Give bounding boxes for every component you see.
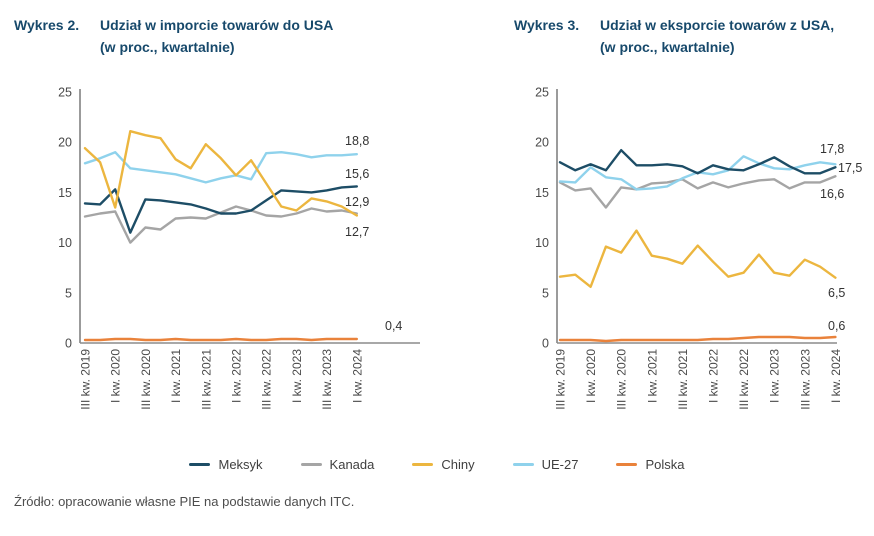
y-tick-label: 10	[535, 236, 549, 250]
series-line-meksyk	[558, 148, 837, 175]
y-tick-label: 25	[58, 86, 72, 100]
series-line-polska	[83, 337, 358, 342]
legend-item-meksyk: Meksyk	[189, 456, 263, 472]
x-tick-label: III kw. 2019	[554, 349, 568, 410]
legend-item-polska: Polska	[616, 456, 685, 472]
chart-import-title-number: Wykres 2.	[14, 17, 80, 33]
x-tick-label: III kw. 2020	[615, 349, 629, 410]
chart-import-title-line1: Udział w imporcie towarów do USA	[100, 17, 334, 33]
chart-export-title-line2: (w proc., kwartalnie)	[600, 39, 735, 55]
end-label-polska: 0,6	[828, 319, 845, 333]
legend-label-ue-27: UE-27	[541, 456, 579, 472]
y-tick-label: 15	[535, 186, 549, 200]
legend-label-chiny: Chiny	[441, 456, 475, 472]
chart-export-title-number: Wykres 3.	[514, 17, 580, 33]
x-tick-label: III kw. 2021	[199, 349, 213, 410]
x-tick-label: III kw. 2022	[737, 349, 751, 410]
end-label-kanada: 12,9	[345, 195, 369, 209]
chart-import-title-line2: (w proc., kwartalnie)	[100, 39, 235, 55]
y-tick-label: 0	[65, 337, 72, 351]
x-tick-label: I kw. 2022	[707, 349, 721, 403]
chart-export-title-line1: Udział w eksporcie towarów z USA,	[600, 17, 835, 33]
chart-export-title: Wykres 3. Udział w eksporcie towarów z U…	[514, 14, 834, 58]
chart-import-usa: 0 5 10 15 20 25 III kw. 2019 I kw. 2020 III kw. …	[58, 86, 420, 410]
y-tick-label: 20	[535, 136, 549, 150]
end-label-ue-27: 18,8	[345, 134, 369, 148]
end-label-chiny: 6,5	[828, 286, 845, 300]
source-note: Źródło: opracowanie własne PIE na podsta…	[14, 494, 355, 509]
x-tick-label: I kw. 2023	[290, 349, 304, 403]
legend-swatch-meksyk	[189, 462, 211, 466]
legend-item-chiny: Chiny	[412, 456, 475, 472]
x-tick-label: I kw. 2022	[230, 349, 244, 403]
y-tick-label: 10	[58, 236, 72, 250]
legend-swatch-ue-27	[512, 462, 534, 466]
x-tick-label: I kw. 2023	[768, 349, 782, 403]
series-line-chiny	[558, 229, 837, 289]
series-line-polska	[558, 335, 837, 343]
legend-swatch-kanada	[300, 462, 322, 466]
x-tick-label: I kw. 2021	[645, 349, 659, 403]
x-tick-label: I kw. 2024	[350, 349, 364, 403]
y-tick-label: 20	[58, 136, 72, 150]
series-line-ue-27	[83, 150, 358, 184]
legend-label-kanada: Kanada	[329, 456, 375, 472]
x-tick-label: III kw. 2019	[79, 349, 93, 410]
y-tick-label: 5	[65, 286, 72, 300]
end-label-kanada: 16,6	[820, 187, 844, 201]
y-tick-label: 5	[542, 286, 549, 300]
series-line-meksyk	[83, 185, 358, 234]
y-tick-label: 0	[542, 337, 549, 351]
y-tick-label: 25	[535, 86, 549, 100]
legend-item-ue-27: UE-27	[512, 456, 579, 472]
series-line-chiny	[83, 130, 358, 217]
x-tick-label: III kw. 2023	[798, 349, 812, 410]
x-tick-label: III kw. 2020	[139, 349, 153, 410]
end-label-polska: 0,4	[385, 319, 402, 333]
legend: Meksyk Kanada Chiny UE-27 Polska	[0, 452, 874, 476]
chart-import-title: Wykres 2. Udział w imporcie towarów do U…	[14, 14, 333, 58]
x-tick-label: I kw. 2020	[584, 349, 598, 403]
y-tick-label: 15	[58, 186, 72, 200]
series-line-kanada	[558, 175, 837, 209]
end-label-chiny: 12,7	[345, 225, 369, 239]
x-tick-label: I kw. 2024	[829, 349, 843, 403]
x-tick-label: I kw. 2020	[109, 349, 123, 403]
x-tick-label: III kw. 2022	[260, 349, 274, 410]
x-tick-label: I kw. 2021	[169, 349, 183, 403]
legend-item-kanada: Kanada	[300, 456, 375, 472]
end-label-meksyk: 17,5	[838, 161, 862, 175]
legend-swatch-chiny	[412, 462, 434, 466]
end-label-meksyk: 15,6	[345, 167, 369, 181]
legend-swatch-polska	[616, 462, 638, 466]
legend-label-meksyk: Meksyk	[218, 456, 263, 472]
x-tick-label: III kw. 2023	[320, 349, 334, 410]
series-line-kanada	[83, 205, 358, 244]
legend-label-polska: Polska	[645, 456, 685, 472]
chart-export-usa: 0 5 10 15 20 25 III kw. 2019 I kw. 2020 III kw. …	[535, 86, 862, 410]
x-tick-label: III kw. 2021	[676, 349, 690, 410]
end-label-ue-27: 17,8	[820, 142, 844, 156]
